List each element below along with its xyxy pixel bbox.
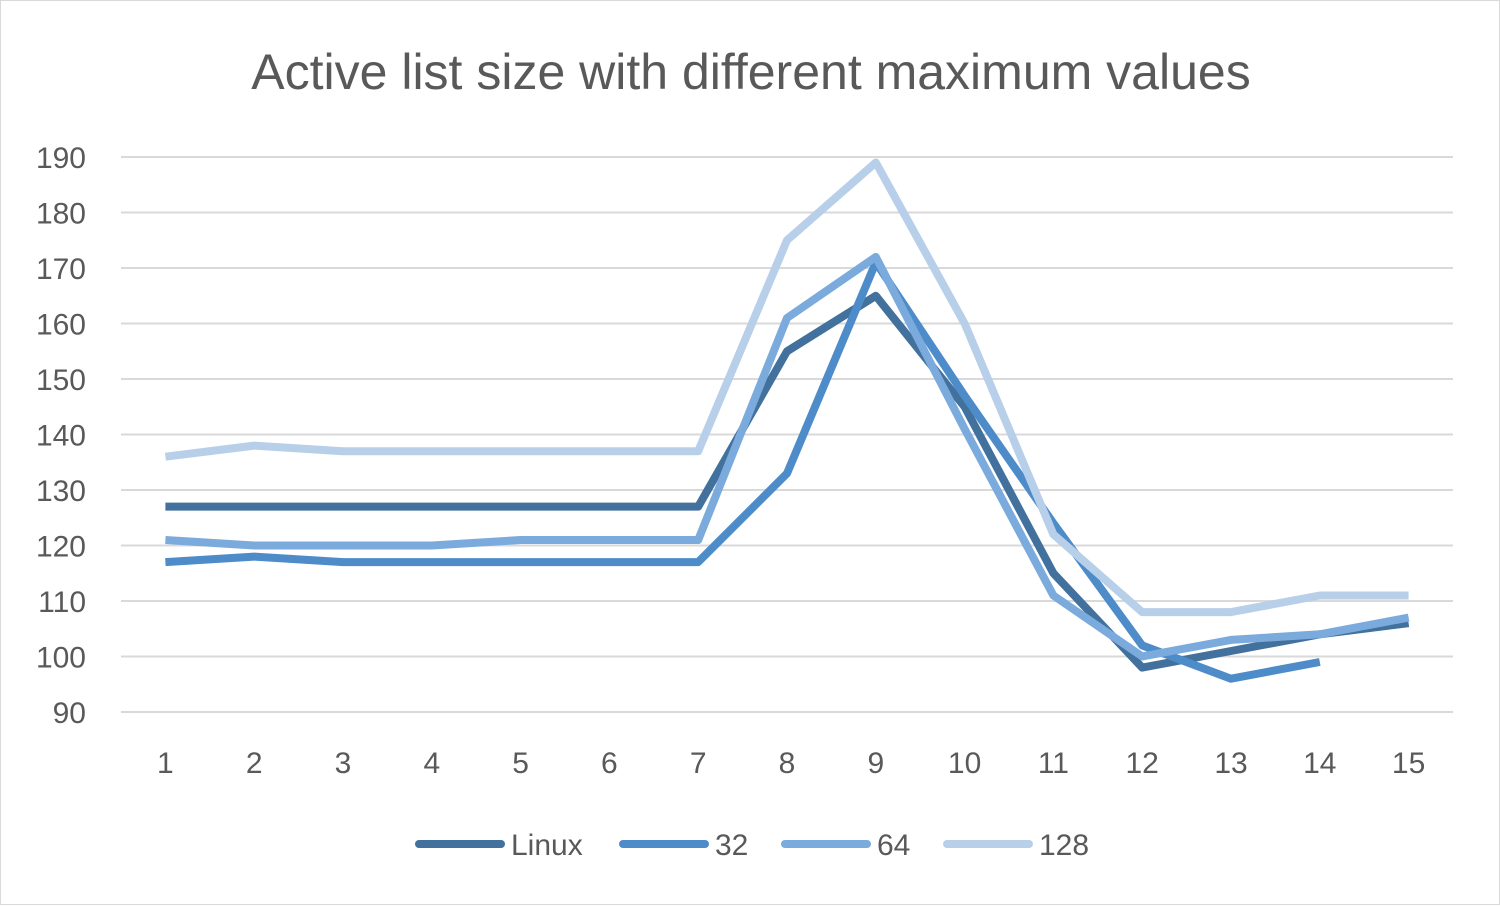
y-tick-label: 110 xyxy=(38,586,86,619)
x-tick-label: 11 xyxy=(1038,747,1069,780)
x-tick-label: 13 xyxy=(1214,747,1247,780)
legend: Linux 32 64 128 xyxy=(415,829,1089,862)
series-lines xyxy=(164,158,1410,683)
x-tick-label: 1 xyxy=(157,747,174,780)
x-tick-label: 7 xyxy=(690,747,707,780)
y-tick-label: 160 xyxy=(36,309,86,342)
x-axis-ticks: 1 2 3 4 5 6 7 8 9 10 11 12 13 14 15 xyxy=(157,747,1425,780)
x-tick-label: 9 xyxy=(867,747,884,780)
legend-item-32: 32 xyxy=(619,829,748,862)
x-tick-label: 14 xyxy=(1303,747,1336,780)
y-tick-label: 130 xyxy=(36,475,86,508)
x-tick-label: 5 xyxy=(512,747,529,780)
x-tick-label: 15 xyxy=(1392,747,1425,780)
y-tick-label: 170 xyxy=(36,253,86,286)
gridlines xyxy=(121,156,1453,713)
series-line-32 xyxy=(165,258,1321,683)
y-tick-label: 190 xyxy=(36,142,86,175)
legend-label: Linux xyxy=(511,829,583,862)
y-tick-label: 180 xyxy=(36,198,86,231)
y-tick-label: 100 xyxy=(36,642,86,675)
x-tick-label: 4 xyxy=(423,747,440,780)
series-line-64 xyxy=(165,252,1410,661)
y-tick-label: 150 xyxy=(36,364,86,397)
series-line-128 xyxy=(164,158,1409,617)
x-tick-label: 3 xyxy=(335,747,352,780)
legend-item-128: 128 xyxy=(943,829,1089,862)
y-tick-label: 120 xyxy=(36,531,86,564)
x-tick-label: 2 xyxy=(246,747,263,780)
y-tick-label: 140 xyxy=(36,420,86,453)
legend-item-linux: Linux xyxy=(415,829,583,862)
legend-label: 32 xyxy=(715,829,748,862)
x-tick-label: 6 xyxy=(601,747,618,780)
legend-label: 128 xyxy=(1039,829,1089,862)
chart-title: Active list size with different maximum … xyxy=(251,44,1250,100)
x-tick-label: 12 xyxy=(1126,747,1159,780)
y-axis-ticks: 90 100 110 120 130 140 150 160 170 180 190 xyxy=(36,142,86,730)
y-tick-label: 90 xyxy=(53,697,86,730)
legend-item-64: 64 xyxy=(781,829,910,862)
series-line-linux xyxy=(165,291,1410,672)
x-tick-label: 8 xyxy=(779,747,796,780)
legend-label: 64 xyxy=(877,829,910,862)
x-tick-label: 10 xyxy=(948,747,981,780)
